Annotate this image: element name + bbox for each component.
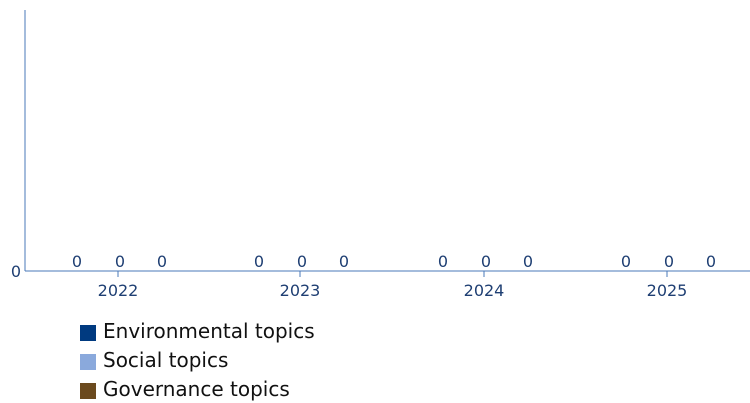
bar-value-label: 0	[621, 252, 631, 271]
legend-item-governance: Governance topics	[80, 374, 315, 403]
bar-value-label: 0	[72, 252, 82, 271]
bar-value-label: 0	[115, 252, 125, 271]
legend-label-environmental: Environmental topics	[103, 318, 315, 343]
legend-swatch-governance	[80, 382, 96, 399]
x-tick-label: 2024	[464, 281, 505, 300]
legend-swatch-environmental	[80, 324, 96, 341]
legend-label-social: Social topics	[103, 347, 229, 372]
bar-value-label: 0	[706, 252, 716, 271]
legend-item-social: Social topics	[80, 345, 315, 374]
bar-value-label: 0	[438, 252, 448, 271]
bar-value-label: 0	[297, 252, 307, 271]
legend-swatch-social	[80, 353, 96, 370]
bar-value-label: 0	[254, 252, 264, 271]
bar-value-label: 0	[481, 252, 491, 271]
legend: Environmental topics Social topics Gover…	[80, 316, 315, 403]
bar-value-label: 0	[157, 252, 167, 271]
bar-value-label: 0	[523, 252, 533, 271]
x-tick-label: 2022	[98, 281, 139, 300]
legend-label-governance: Governance topics	[103, 376, 290, 401]
legend-item-environmental: Environmental topics	[80, 316, 315, 345]
value-labels: 0 0 0 0 0 0 0 0 0 0 0 0	[72, 252, 716, 271]
bar-value-label: 0	[664, 252, 674, 271]
bar-chart: 0 2022 2023 2024 2025 0 0 0 0 0 0 0 0 0 0 0 0	[11, 10, 750, 300]
y-tick-label: 0	[11, 262, 21, 281]
x-axis-ticks: 2022 2023 2024 2025	[98, 271, 688, 300]
bar-value-label: 0	[339, 252, 349, 271]
x-tick-label: 2023	[280, 281, 321, 300]
x-tick-label: 2025	[647, 281, 688, 300]
